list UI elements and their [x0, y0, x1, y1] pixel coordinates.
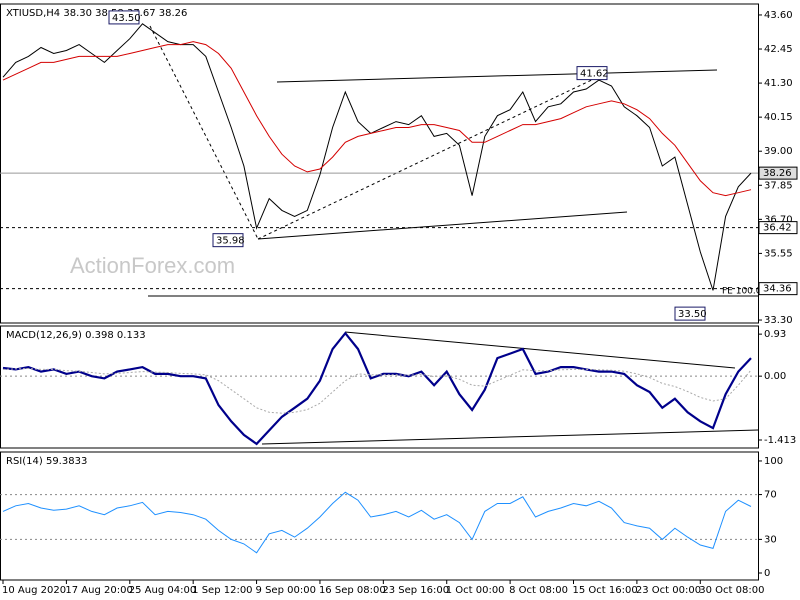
y-tick-label: 42.45 — [764, 44, 793, 55]
x-tick-label: 30 Oct 08:00 — [699, 585, 764, 596]
x-tick-label: 16 Sep 08:00 — [319, 585, 386, 596]
y-tick-label: 0.00 — [764, 371, 786, 382]
annotation-label: 41.62 — [580, 69, 609, 80]
annotation-label: 43.50 — [112, 13, 141, 24]
y-tick-label: 100 — [764, 456, 783, 467]
annotation-box — [212, 233, 244, 248]
panel-title: MACD(12,26,9) 0.398 0.133 — [6, 330, 146, 341]
series-line — [2, 41, 752, 197]
price-marker-label: 38.26 — [763, 168, 792, 179]
y-tick-label: 33.30 — [764, 315, 793, 326]
price-marker-box — [758, 166, 798, 180]
x-tick-label: 23 Oct 00:00 — [636, 585, 701, 596]
watermark: ActionForex.com — [70, 253, 235, 278]
x-tick-label: 9 Sep 00:00 — [256, 585, 316, 596]
annotation-box — [108, 10, 140, 25]
x-tick-label: 8 Oct 08:00 — [509, 585, 568, 596]
panel-frame — [0, 451, 759, 581]
y-tick-label: 40.15 — [764, 112, 793, 123]
series-line — [2, 23, 752, 291]
price-marker-box — [758, 221, 798, 235]
y-tick-label: -1.413 — [764, 435, 796, 446]
fe-label: FE 100.0 — [722, 287, 762, 297]
y-tick-label: 70 — [764, 490, 777, 501]
panel-frame — [0, 3, 759, 324]
x-tick-label: 15 Oct 16:00 — [573, 585, 638, 596]
y-tick-label: 41.30 — [764, 78, 793, 89]
y-tick-label: 36.70 — [764, 214, 793, 225]
y-tick-label: 43.60 — [764, 10, 793, 21]
panel-frame — [0, 325, 759, 449]
panel-title: RSI(14) 59.3833 — [6, 456, 87, 467]
annotation-box — [576, 66, 608, 81]
x-tick-label: 1 Sep 12:00 — [192, 585, 252, 596]
price-marker-label: 36.42 — [763, 223, 792, 234]
price-marker-box — [758, 282, 798, 296]
series-line — [2, 367, 752, 414]
series-line — [2, 331, 752, 446]
y-tick-label: 39.00 — [764, 146, 793, 157]
annotation-box — [674, 306, 706, 321]
x-tick-label: 10 Aug 2020 — [2, 585, 66, 596]
x-tick-label: 23 Sep 16:00 — [382, 585, 449, 596]
annotation-label: 35.98 — [216, 236, 245, 247]
panel-title: XTIUSD,H4 38.30 38.58 37.67 38.26 — [6, 8, 187, 19]
trend-lines — [148, 25, 759, 445]
y-tick-label: 30 — [764, 534, 777, 545]
y-tick-label: 37.85 — [764, 180, 793, 191]
price-marker-label: 34.36 — [763, 284, 792, 295]
x-tick-label: 1 Oct 00:00 — [446, 585, 505, 596]
y-tick-label: 35.55 — [764, 248, 793, 259]
series-line — [2, 491, 752, 554]
x-tick-label: 25 Aug 04:00 — [129, 585, 196, 596]
y-tick-label: 0.93 — [764, 329, 786, 340]
annotation-label: 33.50 — [678, 309, 707, 320]
x-tick-label: 17 Aug 20:00 — [65, 585, 132, 596]
y-tick-label: 0 — [764, 568, 770, 579]
